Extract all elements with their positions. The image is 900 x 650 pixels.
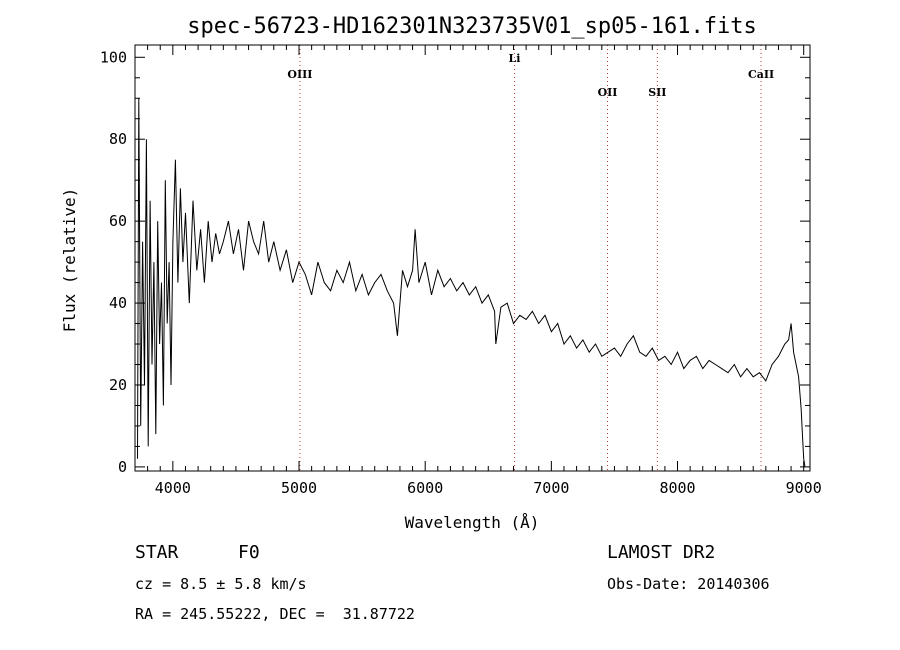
line-label-oiii: OIII — [287, 68, 312, 81]
line-label-caii: CaII — [748, 68, 774, 81]
obs-date: Obs-Date: 20140306 — [607, 575, 770, 593]
x-tick-label: 5000 — [281, 479, 317, 497]
y-tick-label: 40 — [109, 294, 127, 312]
y-tick-label: 60 — [109, 212, 127, 230]
subclass: F0 — [238, 542, 260, 563]
axis-ticks: 4000 5000 6000 7000 8000 9000 0 20 40 60 80 100 — [100, 45, 822, 497]
y-axis-label: Flux (relative) — [60, 188, 79, 333]
cz-value: cz = 8.5 ± 5.8 km/s — [135, 575, 307, 593]
x-axis-label: Wavelength (Å) — [405, 513, 540, 532]
spectral-line-markers: OIII Li OII SII CaII — [287, 45, 774, 471]
x-tick-label: 8000 — [659, 479, 695, 497]
line-label-oii: OII — [598, 86, 618, 99]
line-label-li: Li — [509, 52, 521, 65]
y-tick-label: 100 — [100, 48, 127, 66]
x-tick-label: 7000 — [533, 479, 569, 497]
plot-frame — [134, 44, 811, 472]
x-tick-label: 4000 — [155, 479, 191, 497]
survey-label: LAMOST DR2 — [607, 542, 716, 563]
coordinates: RA = 245.55222, DEC = 31.87722 — [135, 605, 415, 623]
chart-title: spec-56723-HD162301N323735V01_sp05-161.f… — [187, 14, 757, 39]
y-tick-label: 80 — [109, 130, 127, 148]
spectrum-line — [137, 98, 806, 467]
x-tick-label: 9000 — [786, 479, 822, 497]
y-tick-label: 0 — [118, 458, 127, 476]
object-type: STAR — [135, 542, 179, 563]
x-tick-label: 6000 — [407, 479, 443, 497]
line-label-sii: SII — [648, 86, 666, 99]
y-tick-label: 20 — [109, 376, 127, 394]
